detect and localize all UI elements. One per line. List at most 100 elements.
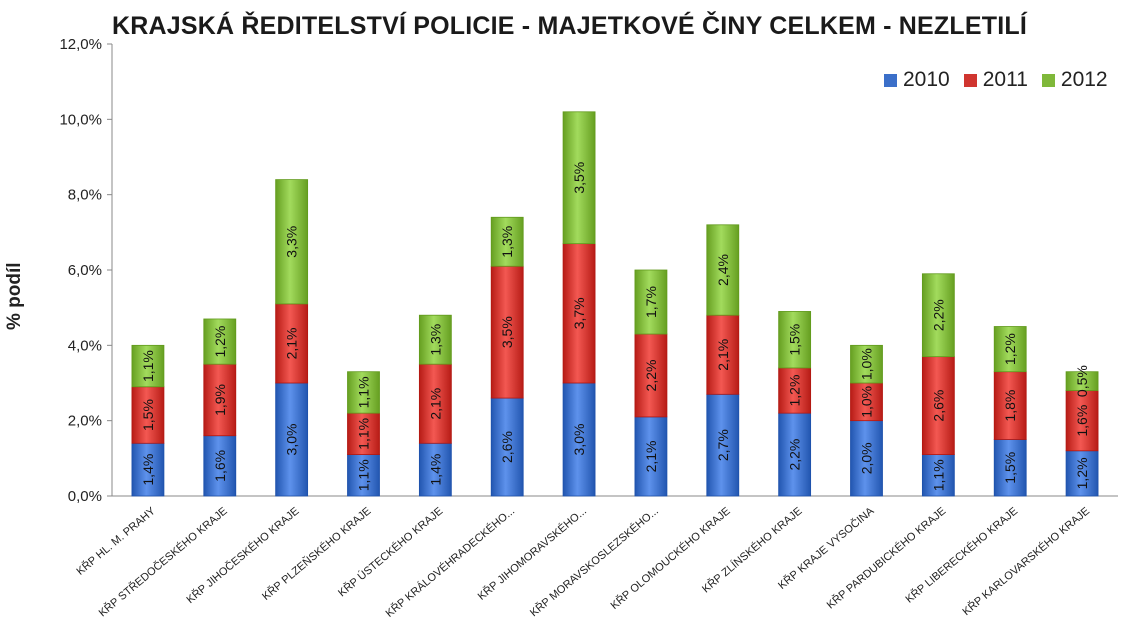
y-tick-label: 4,0%: [68, 337, 102, 354]
bar-label-2012: 1,2%: [1002, 333, 1018, 365]
bar-label-2011: 1,2%: [787, 375, 803, 407]
legend-label-2012: 2012: [1060, 68, 1108, 91]
bar-label-2012: 2,4%: [715, 254, 731, 286]
bar-label-2012: 1,1%: [356, 376, 372, 408]
bar-2012: [203, 318, 237, 365]
bar-2012: [850, 344, 883, 384]
bar-2012: [1065, 371, 1099, 391]
bar-2010: [634, 416, 668, 497]
bar-2011: [778, 367, 812, 414]
bar-2010: [1065, 450, 1099, 497]
bar-label-2010: 1,4%: [427, 454, 443, 486]
bar-2011: [634, 333, 668, 418]
bar-2011: [850, 382, 883, 422]
x-tick-label: KŘP KARLOVARSKÉHO KRAJE: [960, 504, 1092, 618]
bar-2010: [850, 420, 883, 497]
bar-label-2011: 3,7%: [571, 297, 587, 329]
bar-2011: [418, 363, 452, 444]
bar-2010: [131, 442, 165, 497]
y-tick-label: 0,0%: [68, 488, 102, 505]
y-tick-label: 2,0%: [68, 413, 102, 430]
bar-2010: [562, 382, 596, 497]
legend-swatch-2010: [884, 73, 897, 87]
bar-label-2012: 0,5%: [1074, 365, 1090, 397]
x-tick-label: KŘP OLOMOUCKÉHO KRAJE: [608, 504, 733, 612]
bar-2011: [347, 412, 380, 455]
chart-title: KRAJSKÁ ŘEDITELSTVÍ POLICIE - MAJETKOVÉ …: [112, 12, 1027, 40]
y-tick-label: 6,0%: [68, 262, 102, 279]
bar-label-2012: 1,5%: [787, 324, 803, 356]
legend: 2010 2011 2012: [884, 68, 1108, 92]
legend-swatch-2012: [1041, 73, 1055, 87]
bar-2011: [490, 265, 524, 399]
x-tick-label: KŘP PARDUBICKÉHO KRAJE: [824, 504, 948, 611]
bar-label-2012: 3,5%: [571, 162, 587, 194]
bar-2012: [634, 269, 668, 335]
bar-label-2010: 2,1%: [643, 440, 659, 472]
legend-swatch-2011: [963, 73, 977, 87]
bar-label-2010: 2,6%: [499, 431, 515, 463]
bar-label-2011: 2,1%: [427, 388, 443, 420]
bar-label-2010: 1,2%: [1074, 457, 1090, 489]
bar-label-2012: 1,3%: [499, 226, 515, 258]
bar-label-2012: 1,0%: [859, 348, 875, 380]
bar-label-2012: 1,2%: [212, 326, 228, 358]
bar-label-2010: 1,6%: [212, 450, 228, 482]
bar-2012: [562, 111, 596, 245]
bar-label-2012: 3,3%: [284, 226, 300, 258]
x-tick-label: KŘP JIHOČESKÉHO KRAJE: [184, 504, 302, 606]
bar-2012: [706, 224, 740, 316]
bar-2011: [706, 314, 740, 395]
bar-2012: [778, 311, 812, 369]
bar-2010: [418, 442, 452, 497]
bar-2010: [778, 412, 812, 497]
bar-2012: [490, 216, 524, 267]
bar-label-2011: 3,5%: [499, 316, 515, 348]
x-tick-label: KŘP STŘEDOČESKÉHO KRAJE: [96, 504, 230, 619]
bar-2012: [993, 326, 1027, 373]
bar-label-2010: 1,5%: [1002, 452, 1018, 484]
legend-label-2011: 2011: [982, 68, 1028, 91]
y-tick-label: 8,0%: [68, 187, 102, 204]
x-tick-label: KŘP KRÁLOVÉHRADECKÉHO...: [383, 504, 517, 620]
bar-label-2010: 1,4%: [140, 454, 156, 486]
legend-item-2011: 2011: [963, 68, 1028, 92]
bar-label-2011: 1,8%: [1002, 390, 1018, 422]
x-tick-label: KŘP HL. M. PRAHY: [74, 504, 159, 578]
bar-2010: [921, 454, 955, 497]
bar-2011: [562, 243, 596, 384]
legend-label-2010: 2010: [903, 68, 950, 91]
bar-label-2010: 2,2%: [787, 439, 803, 471]
bar-2012: [418, 314, 452, 365]
bar-label-2012: 1,1%: [140, 350, 156, 382]
bar-label-2011: 2,1%: [284, 327, 300, 359]
bar-label-2011: 1,9%: [212, 384, 228, 416]
bar-2010: [275, 382, 309, 497]
x-tick-label: KŘP MORAVSKOSLEZSKÉHO...: [527, 504, 661, 619]
bar-label-2011: 1,1%: [356, 418, 372, 450]
bar-2011: [993, 371, 1027, 440]
bar-label-2010: 2,7%: [715, 429, 731, 461]
bar-label-2011: 1,6%: [1074, 405, 1090, 437]
bar-label-2010: 1,1%: [930, 459, 946, 491]
bar-2010: [706, 393, 740, 497]
bar-label-2011: 2,2%: [643, 360, 659, 392]
bar-2012: [921, 273, 955, 358]
bar-2010: [490, 397, 524, 497]
bar-label-2012: 1,7%: [643, 286, 659, 318]
bar-label-2010: 3,0%: [284, 424, 300, 456]
bar-label-2012: 2,2%: [930, 299, 946, 331]
bar-label-2010: 3,0%: [571, 424, 587, 456]
legend-item-2010: 2010: [884, 68, 950, 92]
bar-label-2011: 2,6%: [930, 390, 946, 422]
bar-2011: [921, 356, 955, 455]
bar-2011: [203, 363, 237, 437]
bar-label-2010: 2,0%: [859, 442, 875, 474]
y-tick-label: 12,0%: [59, 36, 102, 53]
bar-label-2012: 1,3%: [427, 324, 443, 356]
bar-label-2011: 1,0%: [859, 386, 875, 418]
y-tick-label: 10,0%: [59, 111, 102, 128]
bar-label-2011: 2,1%: [715, 339, 731, 371]
legend-item-2012: 2012: [1041, 68, 1108, 92]
